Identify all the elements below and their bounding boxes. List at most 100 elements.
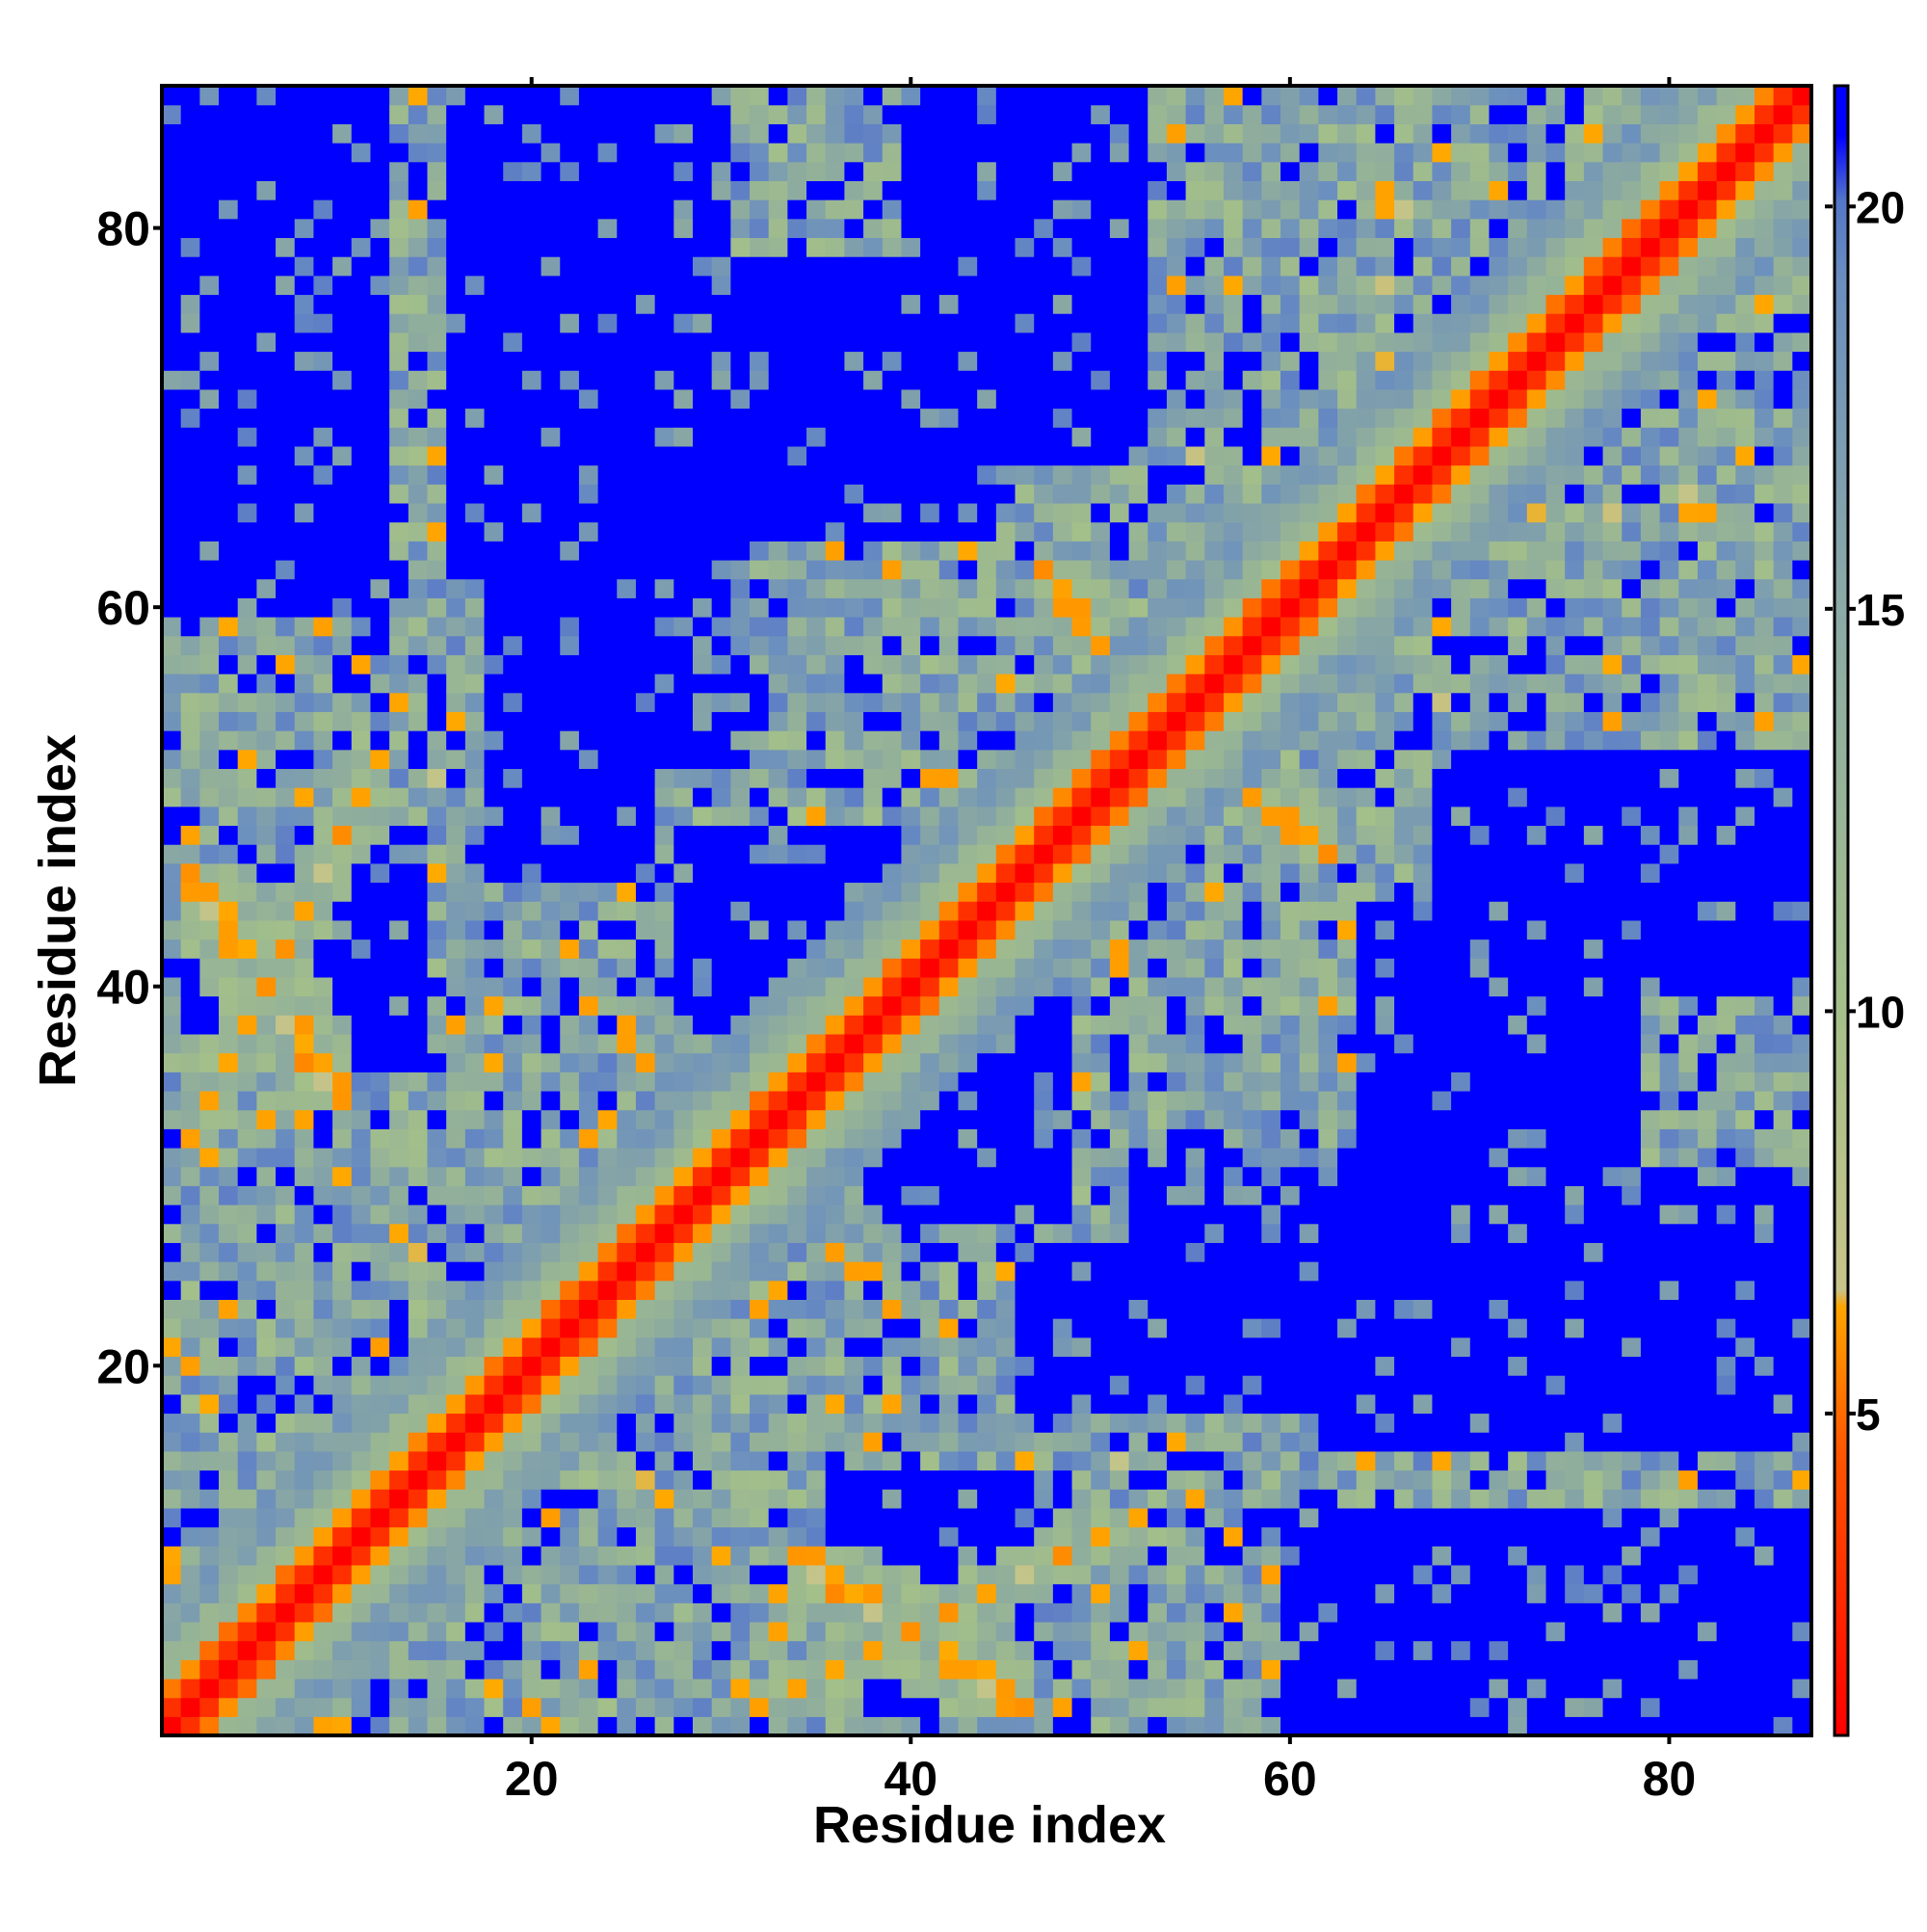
- heatmap-cell: [1148, 541, 1168, 561]
- heatmap-cell: [162, 1015, 182, 1035]
- heatmap-cell: [1034, 559, 1054, 580]
- heatmap-cell: [1166, 1469, 1187, 1490]
- heatmap-cell: [1166, 1090, 1187, 1111]
- heatmap-cell: [1071, 237, 1092, 257]
- heatmap-cell: [389, 1469, 409, 1490]
- heatmap-cell: [1091, 370, 1111, 390]
- heatmap-cell: [825, 1659, 846, 1680]
- heatmap-cell: [711, 825, 731, 845]
- heatmap-cell: [995, 1602, 1016, 1623]
- heatmap-cell: [162, 180, 182, 200]
- heatmap-cell: [1166, 199, 1187, 220]
- heatmap-cell: [635, 654, 656, 675]
- heatmap-cell: [408, 1432, 429, 1452]
- heatmap-cell: [882, 1450, 903, 1471]
- heatmap-cell: [901, 161, 921, 181]
- heatmap-cell: [1185, 597, 1205, 618]
- heatmap-cell: [995, 1640, 1016, 1660]
- heatmap-cell: [920, 313, 940, 333]
- heatmap-cell: [389, 294, 409, 314]
- heatmap-cell: [692, 749, 713, 770]
- heatmap-cell: [977, 445, 997, 466]
- heatmap-cell: [351, 445, 372, 466]
- heatmap-cell: [256, 237, 277, 257]
- heatmap-cell: [1166, 616, 1187, 637]
- heatmap-cell: [1128, 919, 1148, 940]
- heatmap-cell: [521, 768, 542, 788]
- heatmap-cell: [199, 1602, 220, 1623]
- heatmap-cell: [768, 1413, 788, 1433]
- heatmap-cell: [1091, 1223, 1111, 1243]
- heatmap-cell: [711, 484, 731, 504]
- heatmap-cell: [484, 559, 504, 580]
- heatmap-cell: [503, 294, 523, 314]
- heatmap-cell: [332, 1166, 353, 1186]
- heatmap-cell: [219, 161, 239, 181]
- heatmap-cell: [219, 351, 239, 371]
- heatmap-cell: [332, 1697, 353, 1717]
- heatmap-cell: [920, 1356, 940, 1376]
- heatmap-cell: [464, 445, 486, 466]
- heatmap-cell: [882, 502, 903, 523]
- heatmap-cell: [199, 351, 220, 371]
- heatmap-cell: [1015, 919, 1035, 940]
- heatmap-cell: [920, 995, 940, 1016]
- heatmap-cell: [825, 1507, 846, 1528]
- heatmap-cell: [1148, 1640, 1168, 1660]
- heatmap-cell: [882, 1242, 903, 1262]
- heatmap-cell: [1015, 1583, 1035, 1603]
- heatmap-cell: [844, 86, 864, 106]
- heatmap-cell: [408, 1450, 429, 1471]
- heatmap-cell: [901, 1052, 921, 1072]
- heatmap-cell: [692, 1337, 713, 1358]
- heatmap-cell: [995, 1375, 1016, 1395]
- heatmap-cell: [219, 1204, 239, 1225]
- heatmap-cell: [977, 597, 997, 618]
- heatmap-cell: [1109, 1432, 1130, 1452]
- heatmap-cell: [654, 1280, 674, 1300]
- heatmap-cell: [1204, 123, 1225, 144]
- heatmap-cell: [219, 331, 239, 353]
- heatmap-cell: [1166, 1432, 1187, 1452]
- heatmap-cell: [995, 1223, 1016, 1243]
- heatmap-cell: [541, 616, 561, 637]
- heatmap-cell: [560, 521, 580, 542]
- heatmap-cell: [806, 1280, 827, 1300]
- heatmap-cell: [750, 351, 770, 371]
- heatmap-cell: [825, 104, 846, 124]
- heatmap-cell: [180, 464, 200, 485]
- heatmap-cell: [673, 901, 694, 921]
- heatmap-cell: [673, 1261, 694, 1282]
- heatmap-cell: [219, 1242, 239, 1262]
- heatmap-cell: [541, 901, 561, 921]
- heatmap-cell: [711, 597, 731, 618]
- heatmap-cell: [446, 123, 466, 144]
- heatmap-cell: [673, 294, 694, 314]
- heatmap-cell: [294, 1166, 315, 1186]
- heatmap-cell: [692, 218, 713, 239]
- heatmap-cell: [521, 1678, 542, 1699]
- heatmap-cell: [938, 256, 960, 277]
- heatmap-cell: [294, 1072, 315, 1092]
- heatmap-cell: [332, 787, 353, 807]
- heatmap-cell: [1034, 484, 1054, 504]
- heatmap-cell: [521, 1413, 542, 1433]
- heatmap-cell: [692, 976, 713, 997]
- heatmap-cell: [162, 427, 182, 447]
- heatmap-cell: [1128, 1090, 1148, 1111]
- heatmap-cell: [464, 1602, 486, 1623]
- heatmap-cell: [711, 1299, 731, 1319]
- heatmap-cell: [351, 1697, 372, 1717]
- heatmap-cell: [313, 976, 333, 997]
- heatmap-cell: [1148, 484, 1168, 504]
- heatmap-cell: [1128, 1147, 1148, 1168]
- heatmap-cell: [692, 1469, 713, 1490]
- heatmap-cell: [1148, 901, 1168, 921]
- heatmap-cell: [806, 806, 827, 827]
- heatmap-cell: [294, 1261, 315, 1282]
- heatmap-cell: [521, 806, 542, 827]
- heatmap-cell: [1204, 1318, 1225, 1338]
- heatmap-cell: [882, 1564, 903, 1585]
- heatmap-cell: [844, 1109, 864, 1129]
- heatmap-cell: [673, 730, 694, 751]
